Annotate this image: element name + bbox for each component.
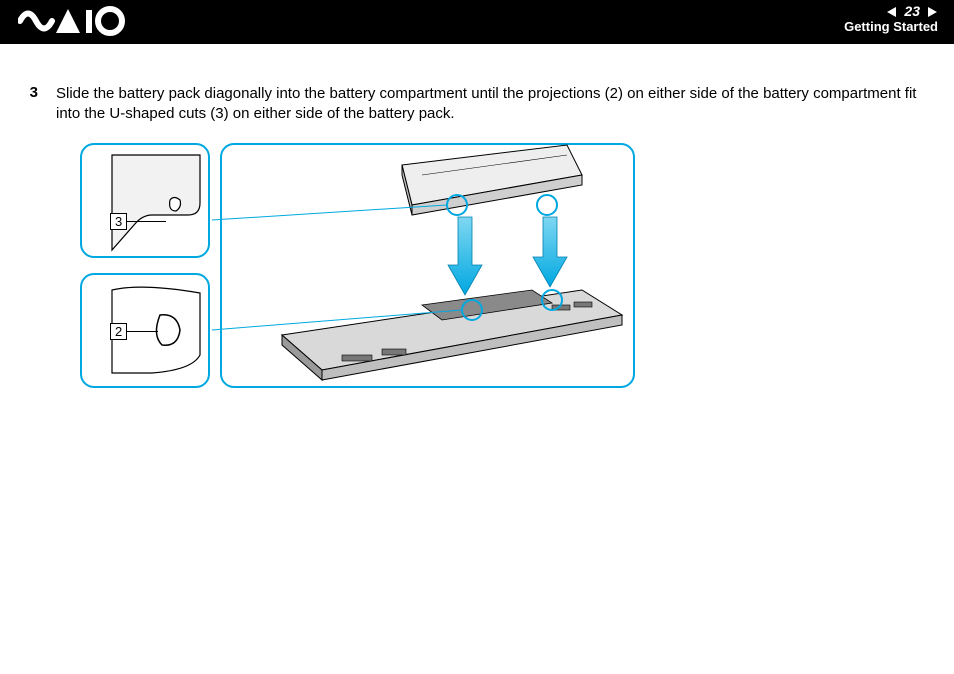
callout-line (126, 221, 166, 222)
step-text: Slide the battery pack diagonally into t… (56, 84, 930, 125)
detail-panel-3: 3 (80, 143, 210, 258)
nav-next-icon[interactable] (926, 6, 938, 18)
section-title: Getting Started (844, 20, 938, 34)
instruction-step: 3 Slide the battery pack diagonally into… (24, 84, 930, 125)
laptop-base (282, 290, 622, 380)
header-bar: 23 Getting Started (0, 0, 954, 44)
vaio-logo (18, 6, 128, 41)
nav-prev-icon[interactable] (886, 6, 898, 18)
page-content: 3 Slide the battery pack diagonally into… (0, 44, 954, 403)
figure: 3 2 (80, 143, 640, 403)
detail-panel-2: 2 (80, 273, 210, 388)
callout-label-3: 3 (110, 213, 127, 231)
page-number: 23 (904, 4, 920, 19)
marker-circle (446, 194, 468, 216)
marker-circle (461, 299, 483, 321)
step-number: 3 (24, 84, 38, 101)
callout-label-2: 2 (110, 323, 127, 341)
page-nav: 23 (844, 4, 938, 19)
header-right: 23 Getting Started (844, 4, 938, 35)
main-illustration-panel (220, 143, 635, 388)
marker-circle (536, 194, 558, 216)
marker-circle (541, 289, 563, 311)
callout-line (126, 331, 158, 332)
